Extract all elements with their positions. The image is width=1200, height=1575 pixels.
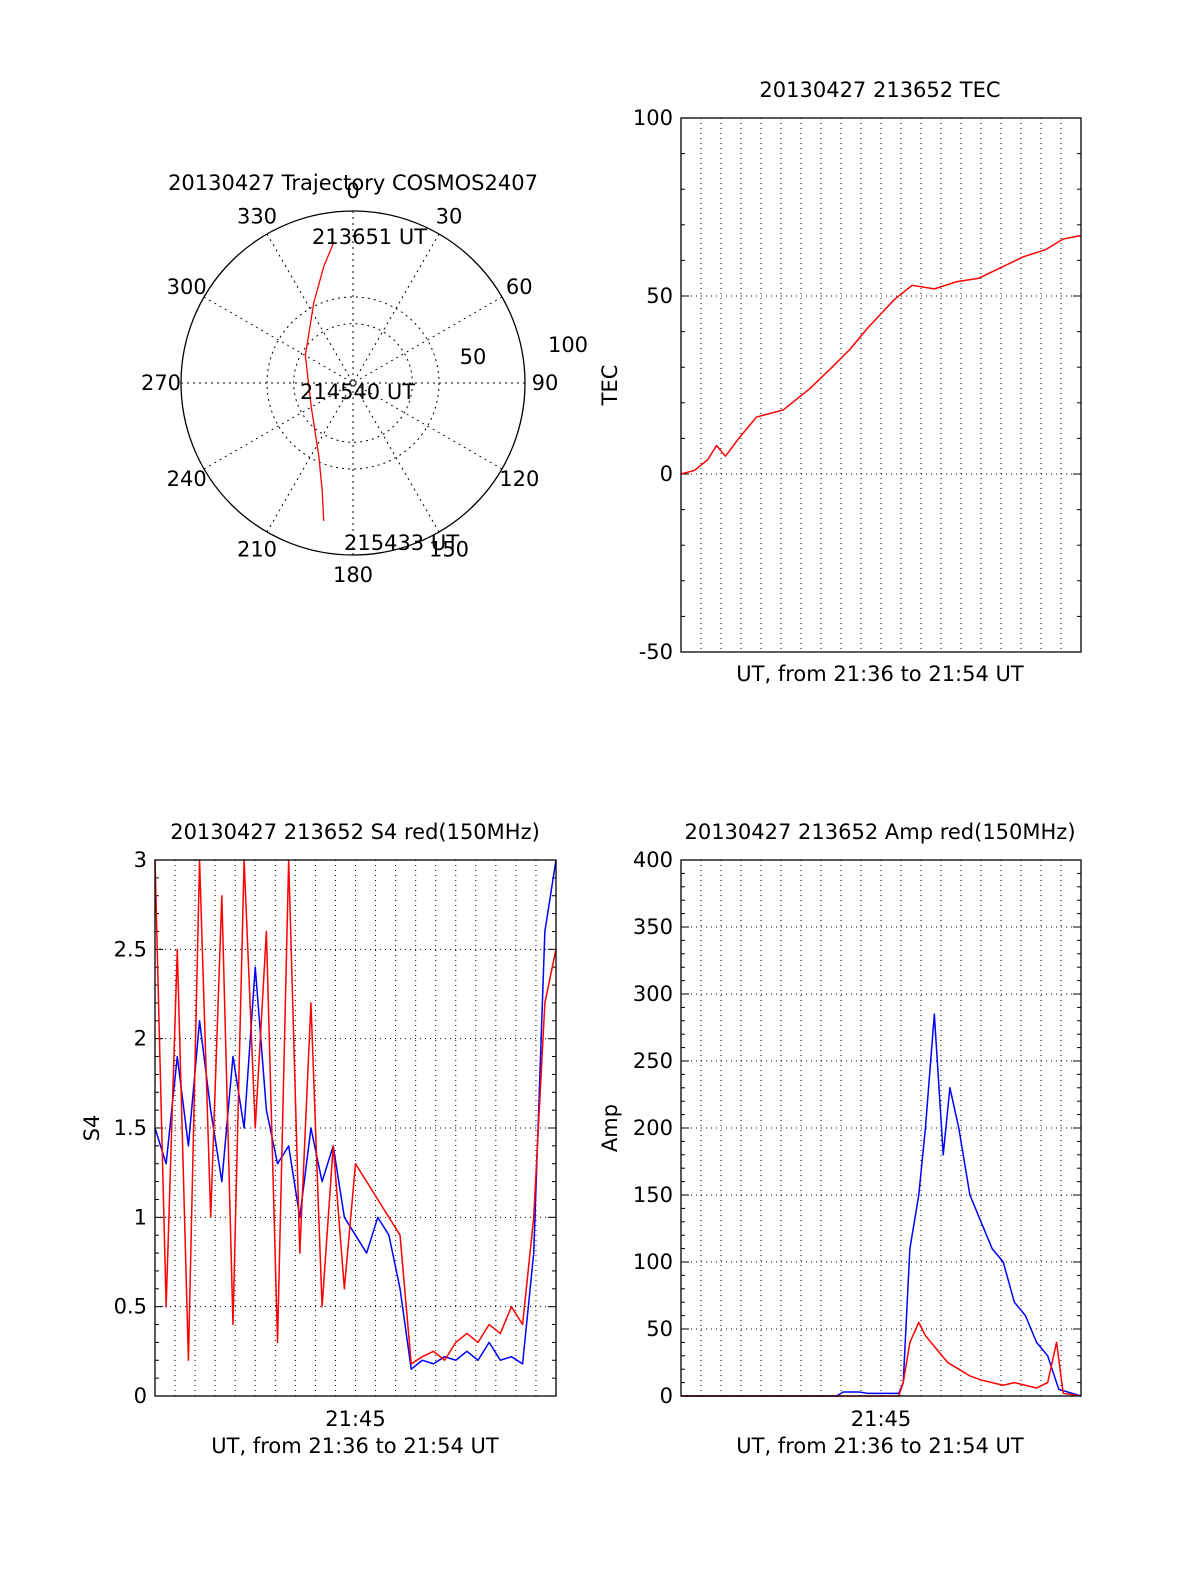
- amp-chart-title: 20130427 213652 Amp red(150MHz): [684, 820, 1075, 844]
- y-tick-label: 0: [660, 1384, 673, 1408]
- series-line-0: [154, 859, 557, 1370]
- tec-chart-panel: 20130427 213652 TEC UT, from 21:36 to 21…: [598, 78, 1082, 686]
- y-tick-label: 50: [646, 1317, 673, 1341]
- polar-angle-label: 60: [506, 275, 533, 299]
- tec-chart-xlabel: UT, from 21:36 to 21:54 UT: [736, 662, 1024, 686]
- polar-inner-circle: [293, 323, 413, 443]
- polar-angle-labels: 0 30 60 90 120 150 180 210 240 270 300 330: [141, 179, 558, 587]
- amp-chart-panel: 20130427 213652 Amp red(150MHz) UT, from…: [598, 820, 1082, 1458]
- polar-angle-label: 30: [436, 205, 463, 229]
- y-tick-label: 200: [633, 1116, 673, 1140]
- y-tick-label: 2.5: [114, 937, 147, 961]
- polar-angle-label: 150: [429, 537, 469, 561]
- series-line-0: [681, 1013, 1082, 1397]
- polar-angle-label: 180: [333, 563, 373, 587]
- series-line-1: [154, 859, 557, 1365]
- y-tick-label: 100: [633, 1250, 673, 1274]
- polar-angle-label: 0: [346, 179, 359, 203]
- polar-annotations: 213651 UT 214540 UT 215433 UT: [300, 225, 459, 555]
- polar-trajectory-panel: 20130427 Trajectory COSMOS2407 0 30 60 90 12…: [141, 171, 588, 587]
- y-tick-label: 3: [134, 848, 147, 872]
- y-tick-label: 300: [633, 982, 673, 1006]
- y-tick-label: 350: [633, 915, 673, 939]
- polar-radial-label: 100: [548, 333, 588, 357]
- tec-chart-title: 20130427 213652 TEC: [759, 78, 1000, 102]
- polar-angle-label: 90: [532, 371, 559, 395]
- polar-angle-label: 240: [167, 467, 207, 491]
- y-tick-label: 1: [134, 1205, 147, 1229]
- polar-radial-labels: 50 100: [460, 333, 588, 369]
- y-tick-label: 0: [134, 1384, 147, 1408]
- s4-chart-title: 20130427 213652 S4 red(150MHz): [170, 820, 540, 844]
- s4-chart-xlabel: UT, from 21:36 to 21:54 UT: [211, 1434, 499, 1458]
- series-line-1: [681, 1321, 1082, 1397]
- polar-time-annotation: 215433 UT: [344, 531, 459, 555]
- y-tick-label: 2: [134, 1027, 147, 1051]
- s4-chart-ylabel: S4: [80, 1115, 104, 1142]
- polar-angle-label: 120: [499, 467, 539, 491]
- y-tick-label: 100: [633, 106, 673, 130]
- y-tick-label: 150: [633, 1183, 673, 1207]
- plot-frame: [680, 117, 1082, 653]
- y-tick-label: -50: [639, 640, 673, 664]
- plot-frame: [680, 859, 1082, 1397]
- polar-angle-label: 210: [237, 537, 277, 561]
- y-tick-label: 50: [646, 284, 673, 308]
- tec-chart-ylabel: TEC: [598, 365, 622, 407]
- amp-chart-xlabel: UT, from 21:36 to 21:54 UT: [736, 1434, 1024, 1458]
- polar-angle-label: 300: [167, 275, 207, 299]
- polar-angle-label: 330: [237, 205, 277, 229]
- x-tick-label: 21:45: [325, 1407, 386, 1431]
- amp-chart-ylabel: Amp: [598, 1104, 622, 1152]
- polar-radial-label: 50: [460, 345, 487, 369]
- plot-frame: [154, 859, 557, 1397]
- polar-time-annotation: 214540 UT: [300, 380, 415, 404]
- y-tick-label: 0: [660, 462, 673, 486]
- polar-grid: [180, 210, 526, 556]
- polar-angle-label: 270: [141, 371, 181, 395]
- y-tick-label: 1.5: [114, 1116, 147, 1140]
- series-line-0: [680, 234, 1082, 475]
- polar-series: [304, 243, 334, 521]
- polar-time-annotation: 213651 UT: [312, 225, 427, 249]
- polar-trajectory-line: [304, 243, 334, 521]
- y-tick-label: 400: [633, 848, 673, 872]
- polar-title: 20130427 Trajectory COSMOS2407: [168, 171, 538, 195]
- s4-chart-panel: 20130427 213652 S4 red(150MHz) UT, from …: [80, 820, 557, 1458]
- x-tick-label: 21:45: [851, 1407, 912, 1431]
- y-tick-label: 250: [633, 1049, 673, 1073]
- y-tick-label: 0.5: [114, 1295, 147, 1319]
